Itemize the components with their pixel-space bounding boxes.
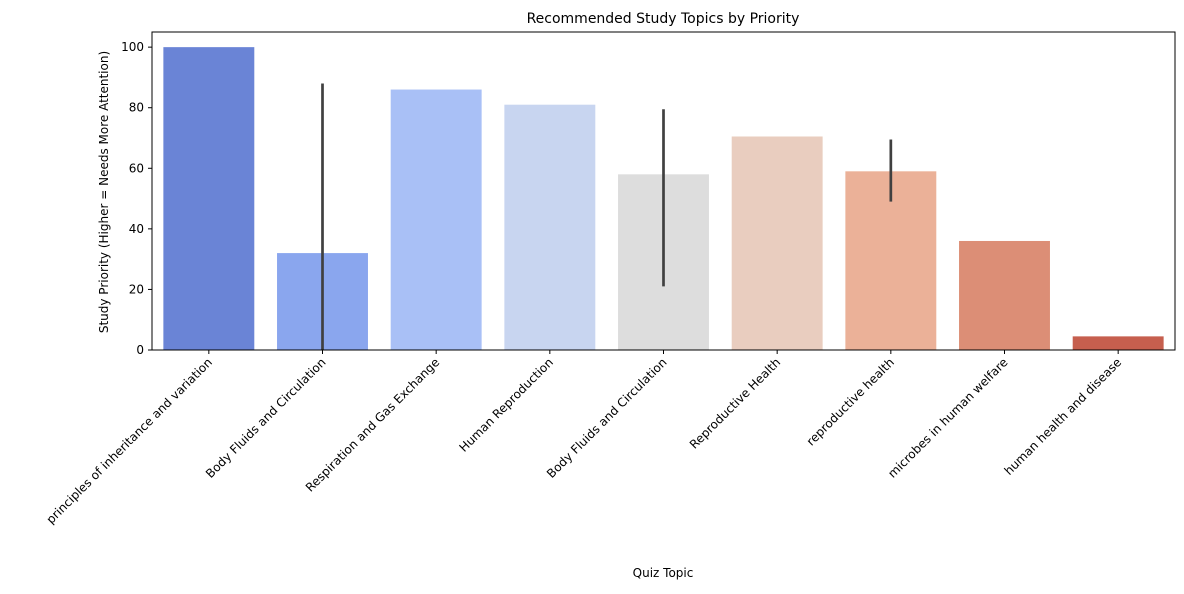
x-tick-label: human health and disease [1002, 355, 1125, 478]
bar [504, 104, 596, 350]
y-tick-label: 40 [129, 222, 144, 236]
y-tick-label: 20 [129, 282, 144, 296]
x-tick-label: Body Fluids and Circulation [203, 355, 329, 481]
x-tick-label: microbes in human welfare [885, 355, 1010, 480]
x-tick-label: reproductive health [804, 355, 897, 448]
x-axis-label: Quiz Topic [633, 566, 694, 580]
x-tick-label: Human Reproduction [456, 355, 556, 455]
chart-title: Recommended Study Topics by Priority [527, 11, 800, 27]
x-tick-label: principles of inheritance and variation [44, 355, 215, 526]
x-tick-label: Body Fluids and Circulation [544, 355, 670, 481]
plot-frame [151, 31, 1176, 351]
bar [390, 89, 482, 351]
x-axis: principles of inheritance and variationB… [44, 350, 1125, 527]
bar [959, 240, 1050, 350]
bar [163, 47, 255, 351]
y-tick-label: 60 [129, 161, 144, 175]
bar [1072, 336, 1164, 350]
y-axis-label: Study Priority (Higher = Needs More Atte… [97, 51, 111, 333]
error-bars-layer [321, 83, 893, 350]
y-axis: 0 20 40 60 80 100 [121, 40, 152, 357]
bar [731, 136, 823, 350]
y-tick-label: 80 [129, 101, 144, 115]
y-tick-label: 0 [136, 343, 144, 357]
y-tick-label: 100 [121, 40, 144, 54]
x-tick-label: Respiration and Gas Exchange [303, 355, 442, 494]
x-tick-label: Reproductive Health [687, 355, 783, 451]
